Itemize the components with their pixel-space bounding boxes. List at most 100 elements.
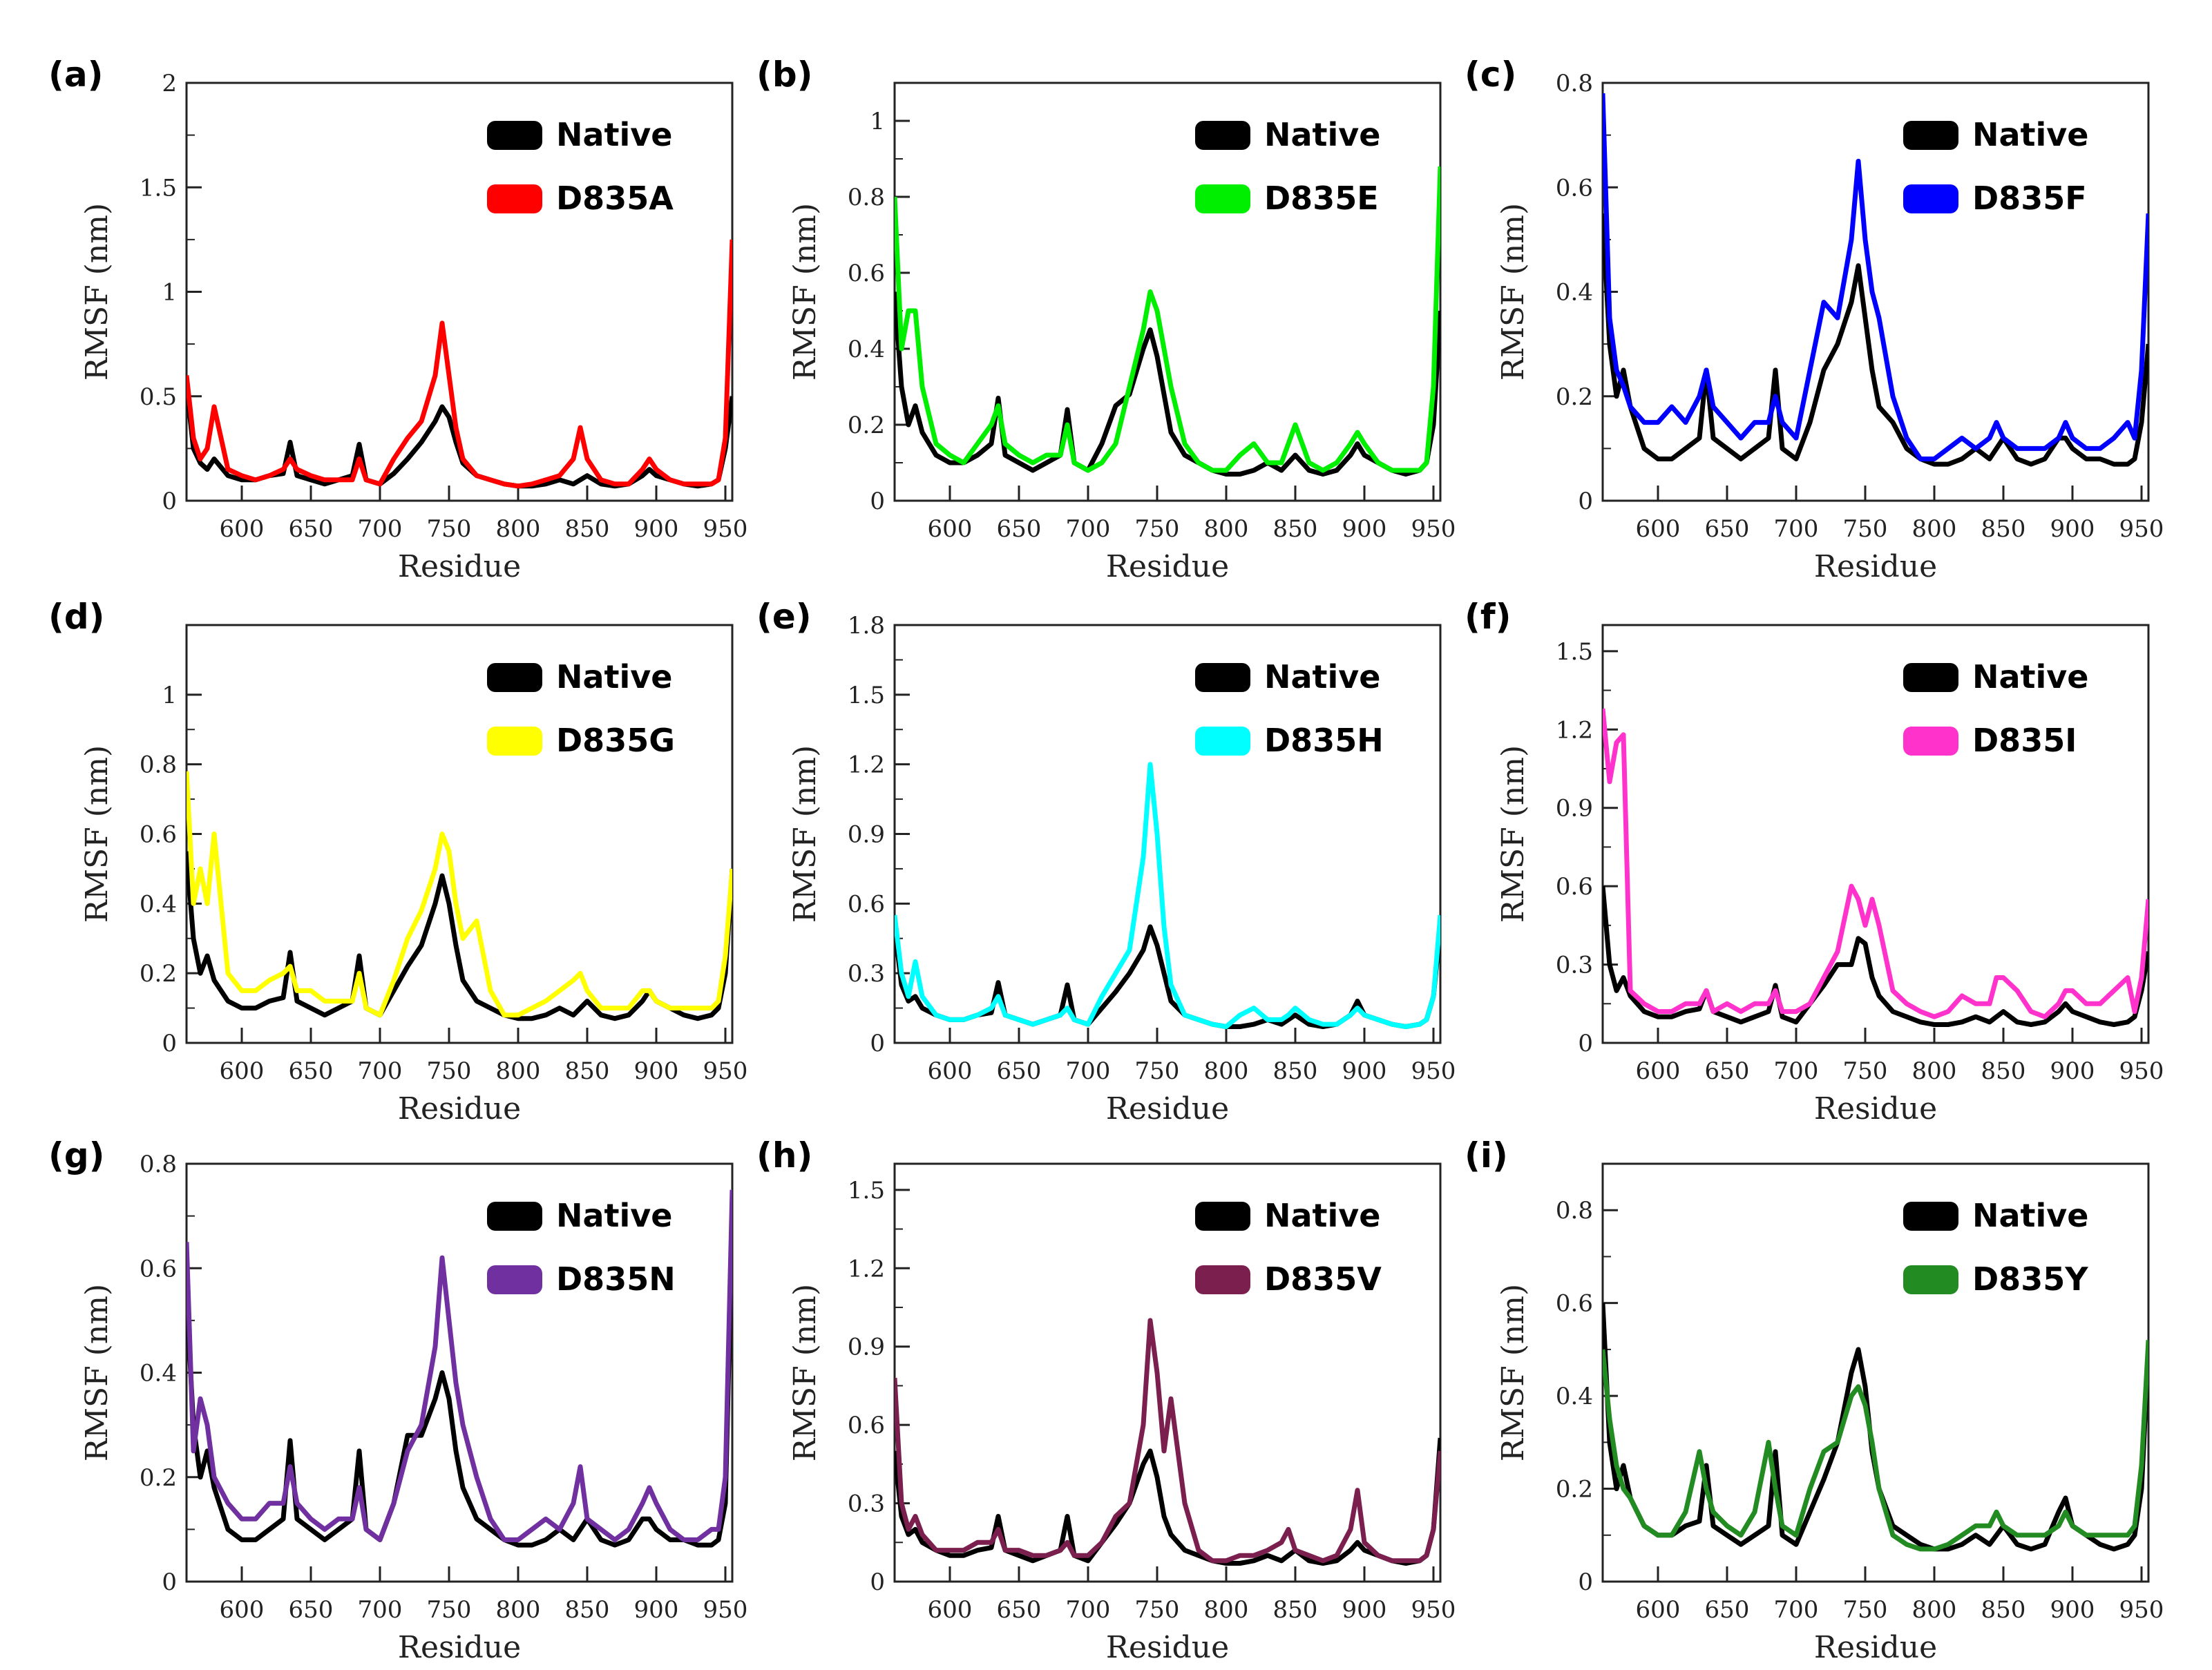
x-tick-label: 600: [220, 1057, 265, 1085]
y-tick-label: 0.9: [1556, 795, 1593, 823]
x-tick-label: 650: [289, 1057, 334, 1085]
x-tick-label: 900: [634, 515, 679, 543]
x-axis-title: Residue: [1106, 549, 1229, 584]
y-tick-label: 1: [870, 108, 885, 135]
legend-swatch-native: [1195, 663, 1250, 692]
y-tick-label: 0.6: [848, 1412, 885, 1439]
y-tick-label: 0.4: [1556, 279, 1593, 307]
y-tick-label: 0: [1578, 488, 1593, 515]
legend-label-d835g: D835G: [556, 722, 675, 759]
x-tick-label: 900: [2050, 515, 2095, 543]
panel-e: (e) 0 0.3 0.6 0.9 1.2 1.5 1.8 600 650 700 750 800 850…: [756, 597, 1456, 1126]
x-tick-label: 600: [928, 1057, 973, 1085]
x-tick-label: 950: [2119, 515, 2164, 543]
x-tick-label: 700: [1066, 515, 1111, 543]
x-tick-label: 850: [1273, 1057, 1318, 1085]
legend-label-native: Native: [556, 658, 672, 695]
series-line-d835i: [1603, 708, 2148, 1019]
y-tick-label: 0.6: [140, 821, 177, 849]
x-tick-label: 850: [1981, 515, 2026, 543]
x-tick-label: 600: [1636, 1057, 1681, 1085]
panel-f: (f) 0 0.3 0.6 0.9 1.2 1.5 600 650 700 750 800 850 900…: [1465, 597, 2164, 1126]
x-tick-label: 950: [1411, 1057, 1456, 1085]
x-axis-title: Residue: [398, 1630, 521, 1665]
x-tick-label: 700: [358, 1057, 403, 1085]
legend-swatch-d835h: [1195, 727, 1250, 756]
series-line-d835h: [895, 762, 1440, 1029]
series-line-d835g: [187, 771, 732, 1018]
y-tick-label: 0.3: [848, 960, 885, 988]
legend-label-native: Native: [1264, 658, 1380, 695]
y-axis-title: RMSF (nm): [1496, 1284, 1531, 1461]
x-tick-label: 750: [427, 1057, 472, 1085]
y-tick-label: 0.6: [1556, 1290, 1593, 1318]
series-line-d835a: [187, 239, 732, 489]
plot-frame: [1601, 624, 2150, 1044]
x-tick-label: 750: [1135, 1057, 1180, 1085]
legend-swatch-d835g: [487, 727, 542, 756]
legend-swatch-d835n: [487, 1265, 542, 1294]
x-tick-label: 750: [1843, 1057, 1888, 1085]
x-tick-label: 900: [634, 1596, 679, 1624]
y-tick-label: 1.5: [848, 682, 885, 709]
x-axis-title: Residue: [398, 1091, 521, 1126]
y-axis-title: RMSF (nm): [788, 1284, 823, 1461]
y-tick-label: 0.4: [140, 890, 177, 918]
x-tick-label: 950: [1411, 1596, 1456, 1624]
y-tick-label: 0.2: [848, 412, 885, 439]
y-tick-label: 0.6: [848, 890, 885, 918]
x-tick-label: 700: [1774, 1057, 1819, 1085]
x-tick-label: 650: [289, 1596, 334, 1624]
series-line-d835f: [1603, 93, 2148, 461]
y-tick-label: 0.5: [140, 383, 177, 411]
legend-label-d835n: D835N: [556, 1260, 676, 1298]
x-tick-label: 850: [565, 1596, 610, 1624]
legend-swatch-d835y: [1903, 1265, 1958, 1294]
series-line-native: [895, 291, 1440, 477]
legend-swatch-native: [487, 663, 542, 692]
y-tick-label: 0.4: [848, 336, 885, 363]
x-tick-label: 600: [928, 1596, 973, 1624]
y-tick-label: 0: [870, 1568, 885, 1596]
x-tick-label: 650: [289, 515, 334, 543]
legend-label-native: Native: [1264, 116, 1380, 153]
x-tick-label: 800: [496, 515, 541, 543]
panel-label: (g): [48, 1135, 105, 1175]
y-tick-label: 0.9: [848, 821, 885, 849]
legend-swatch-native: [1903, 663, 1958, 692]
panel-label: (b): [756, 55, 813, 95]
x-tick-label: 700: [1774, 515, 1819, 543]
y-axis-title: RMSF (nm): [79, 1284, 115, 1461]
x-tick-label: 700: [358, 1596, 403, 1624]
x-tick-label: 750: [427, 1596, 472, 1624]
y-tick-label: 0: [1578, 1030, 1593, 1057]
x-tick-label: 950: [2119, 1057, 2164, 1085]
x-tick-label: 800: [1912, 515, 1957, 543]
y-tick-label: 0.4: [1556, 1383, 1593, 1410]
x-tick-label: 850: [1273, 515, 1318, 543]
x-tick-label: 950: [703, 515, 748, 543]
legend-label-d835h: D835H: [1264, 722, 1384, 759]
y-tick-label: 0.6: [140, 1255, 177, 1283]
y-tick-label: 1.5: [1556, 638, 1593, 666]
y-axis-title: RMSF (nm): [1496, 745, 1531, 923]
x-tick-label: 600: [1636, 515, 1681, 543]
y-tick-label: 1.8: [848, 612, 885, 640]
x-tick-label: 650: [997, 1057, 1042, 1085]
legend-label-d835v: D835V: [1264, 1260, 1382, 1298]
legend-label-native: Native: [1972, 1197, 2088, 1234]
x-tick-label: 750: [1135, 1596, 1180, 1624]
y-tick-label: 0: [870, 1030, 885, 1057]
legend-label-native: Native: [1972, 658, 2088, 695]
y-tick-label: 0.9: [848, 1334, 885, 1361]
legend-swatch-d835e: [1195, 184, 1250, 213]
series-line-native: [895, 1437, 1440, 1566]
panel-label: (d): [48, 597, 105, 637]
panel-c: (c) 0 0.2 0.4 0.6 0.8 600 650 700 750 800 850 900 950…: [1465, 55, 2164, 584]
panel-label: (f): [1465, 597, 1511, 637]
y-tick-label: 0: [162, 1030, 177, 1057]
series-line-d835e: [895, 166, 1440, 473]
x-tick-label: 900: [2050, 1596, 2095, 1624]
y-tick-label: 0: [1578, 1568, 1593, 1596]
x-tick-label: 800: [1912, 1596, 1957, 1624]
